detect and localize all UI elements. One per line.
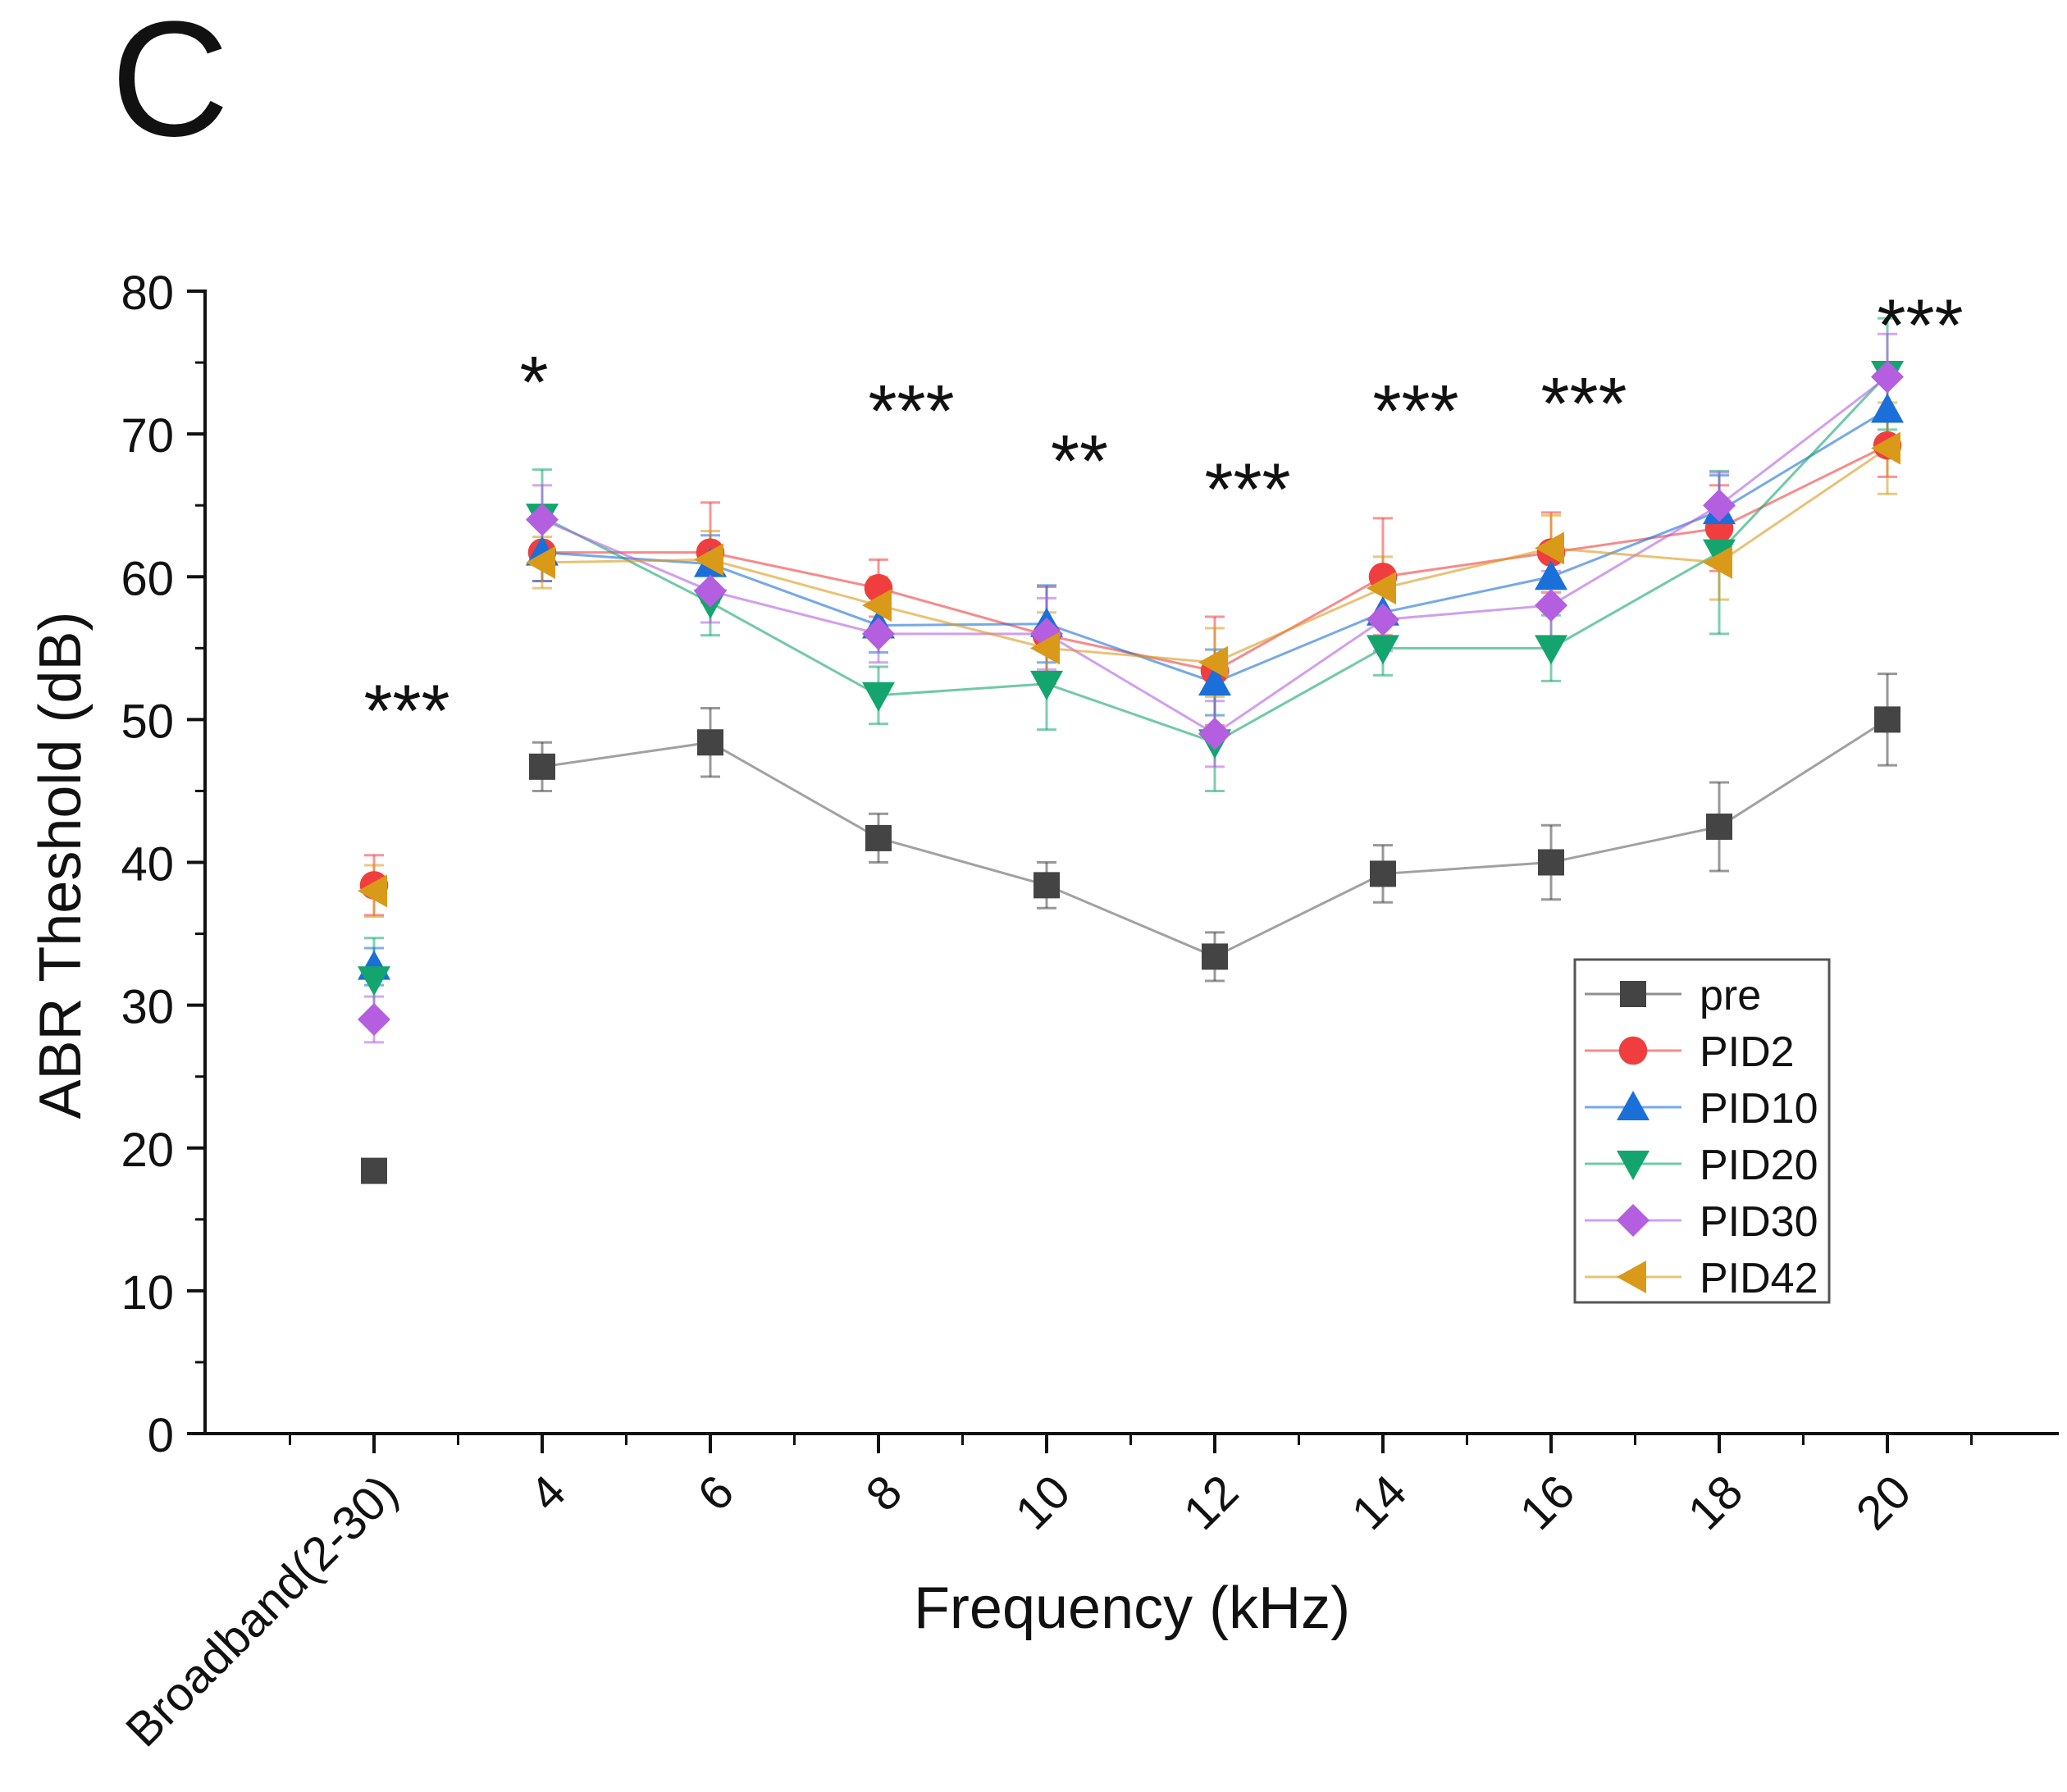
y-tick-label: 30 bbox=[121, 981, 174, 1034]
data-point-pre bbox=[361, 1157, 387, 1184]
significance-annotations: **** ***** ****** ****** bbox=[363, 285, 1963, 752]
x-tick-label: 6 bbox=[687, 1465, 744, 1521]
x-tick-label: 8 bbox=[856, 1465, 912, 1521]
data-point-pid30 bbox=[1703, 489, 1736, 522]
y-tick-label: 70 bbox=[121, 409, 174, 463]
legend-marker-pid2 bbox=[1618, 1036, 1648, 1065]
legend: pre PID2 PID10 PID20 PID30 PID42 bbox=[1573, 958, 1831, 1304]
y-tick-label: 10 bbox=[121, 1266, 174, 1320]
data-point-pid10 bbox=[1535, 560, 1567, 590]
legend-marker-pid10 bbox=[1617, 1091, 1649, 1120]
x-tick-label: Broadband(2-30) bbox=[116, 1465, 408, 1757]
y-tick-label: 60 bbox=[121, 552, 174, 605]
data-point-pid42 bbox=[526, 545, 555, 579]
x-tick-label: 16 bbox=[1510, 1465, 1586, 1540]
data-point-pre bbox=[1874, 706, 1900, 733]
legend-label-pid2: PID2 bbox=[1700, 1028, 1795, 1076]
significance-label: *** bbox=[1877, 285, 1963, 367]
x-tick-label: 10 bbox=[1006, 1465, 1081, 1540]
data-point-pid42 bbox=[862, 589, 892, 622]
data-point-pid30 bbox=[1871, 360, 1904, 394]
data-point-pre bbox=[529, 753, 555, 780]
significance-label: *** bbox=[1372, 371, 1458, 453]
legend-marker-pid30 bbox=[1617, 1204, 1649, 1237]
data-point-pid20 bbox=[358, 966, 390, 996]
x-tick-label: 12 bbox=[1174, 1465, 1249, 1540]
data-point-pid42 bbox=[1535, 531, 1564, 565]
significance-label: *** bbox=[363, 671, 449, 753]
significance-label: * bbox=[519, 342, 548, 424]
data-point-pid30 bbox=[1198, 717, 1231, 750]
data-point-pid30 bbox=[1535, 589, 1567, 622]
x-tick-label: 4 bbox=[519, 1465, 576, 1521]
series-markers bbox=[358, 360, 1904, 1184]
significance-label: *** bbox=[868, 371, 954, 453]
data-point-pre bbox=[1370, 860, 1396, 887]
data-point-pid30 bbox=[694, 574, 727, 608]
data-point-pid30 bbox=[862, 617, 895, 650]
legend-label-pid42: PID42 bbox=[1700, 1255, 1818, 1302]
data-point-pid42 bbox=[358, 874, 387, 908]
data-point-pre bbox=[1538, 849, 1564, 876]
panel-label: C bbox=[111, 0, 229, 171]
data-point-pid30 bbox=[1367, 603, 1399, 636]
data-point-pid42 bbox=[1030, 632, 1060, 665]
data-point-pid42 bbox=[1198, 645, 1228, 679]
legend-label-pid20: PID20 bbox=[1700, 1142, 1818, 1189]
y-tick-label: 80 bbox=[121, 267, 174, 320]
data-point-pid42 bbox=[694, 543, 723, 577]
data-point-pid20 bbox=[1030, 670, 1063, 700]
data-point-pre bbox=[1202, 943, 1228, 970]
data-point-pid42 bbox=[1703, 545, 1732, 579]
legend-label-pid10: PID10 bbox=[1700, 1085, 1818, 1133]
significance-label: *** bbox=[1540, 363, 1627, 445]
data-point-pre bbox=[1706, 813, 1732, 840]
legend-label-pre: pre bbox=[1700, 972, 1761, 1019]
data-point-pid30 bbox=[526, 503, 559, 536]
data-point-pid20 bbox=[1535, 635, 1567, 665]
data-point-pid42 bbox=[1367, 572, 1396, 605]
data-point-pid20 bbox=[1367, 635, 1399, 665]
x-tick-label: 20 bbox=[1846, 1465, 1922, 1540]
y-tick-label: 0 bbox=[148, 1409, 174, 1462]
data-point-pid10 bbox=[1198, 666, 1231, 696]
data-point-pre bbox=[1034, 872, 1060, 899]
y-tick-label: 50 bbox=[121, 695, 174, 748]
y-tick-label: 40 bbox=[121, 838, 174, 891]
data-point-pid10 bbox=[1871, 393, 1904, 423]
legend-marker-pid42 bbox=[1617, 1261, 1646, 1293]
y-axis-label: ABR Theshold (dB) bbox=[28, 612, 94, 1119]
data-point-pre bbox=[697, 729, 723, 756]
data-point-pid20 bbox=[862, 682, 895, 712]
data-point-pre bbox=[865, 824, 892, 851]
legend-marker-pre bbox=[1620, 981, 1646, 1007]
significance-label: ** bbox=[1051, 421, 1108, 503]
legend-label-pid30: PID30 bbox=[1700, 1198, 1818, 1246]
x-axis-label: Frequency (kHz) bbox=[914, 1575, 1350, 1641]
y-tick-label: 20 bbox=[121, 1124, 174, 1177]
data-point-pid42 bbox=[1871, 431, 1900, 465]
x-tick-label: 18 bbox=[1678, 1465, 1754, 1540]
legend-box bbox=[1573, 958, 1831, 1304]
legend-marker-pid20 bbox=[1617, 1151, 1649, 1180]
data-point-pid30 bbox=[358, 1003, 390, 1037]
x-tick-label: 14 bbox=[1342, 1465, 1417, 1540]
significance-label: *** bbox=[1204, 449, 1290, 531]
